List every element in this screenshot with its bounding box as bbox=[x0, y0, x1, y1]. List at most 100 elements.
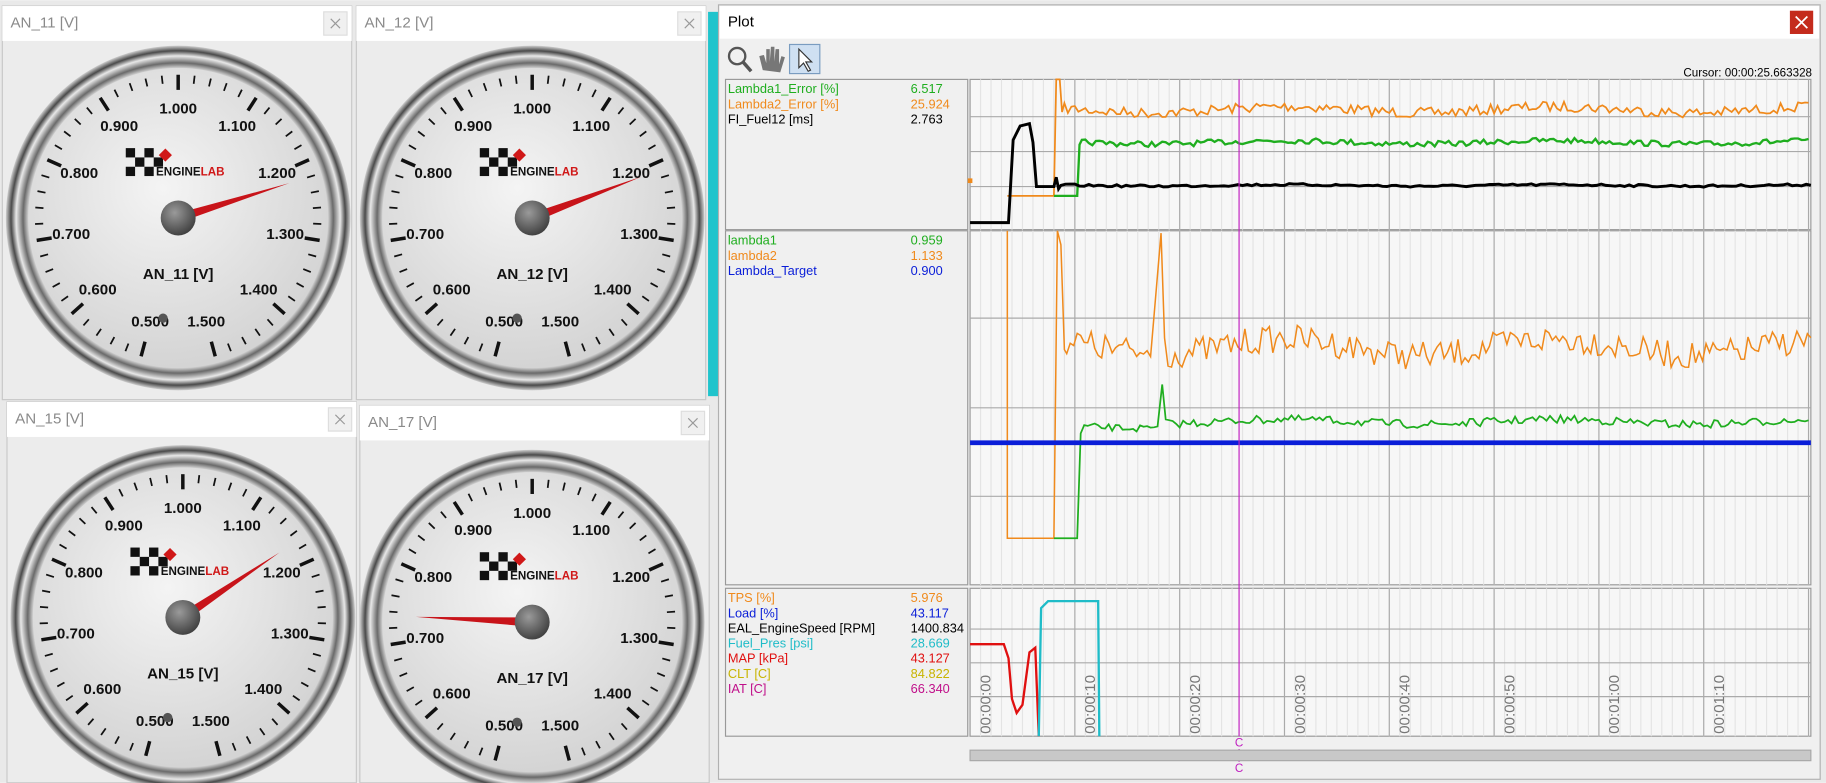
logo-square bbox=[498, 571, 507, 580]
logo-square bbox=[498, 552, 507, 561]
major-tick bbox=[41, 637, 56, 639]
logo-square bbox=[140, 557, 149, 566]
scale-label: 1.300 bbox=[271, 625, 309, 642]
scale-label: 1.500 bbox=[541, 314, 579, 331]
channel-value: 43.117 bbox=[911, 605, 949, 620]
needle-hub bbox=[515, 605, 550, 640]
time-label: 00:00:50 bbox=[1501, 675, 1518, 734]
screw bbox=[512, 313, 521, 322]
marker bbox=[968, 178, 973, 183]
logo-square bbox=[498, 148, 507, 157]
gauge-window: AN_15 [V]0.5000.6000.7000.8000.9001.0001… bbox=[7, 402, 356, 783]
channel-value: 66.340 bbox=[911, 681, 950, 696]
scale-label: 0.800 bbox=[414, 569, 452, 586]
scale-label: 0.800 bbox=[65, 564, 103, 581]
scale-label: 1.500 bbox=[192, 713, 230, 730]
channel-name[interactable]: lambda2 bbox=[728, 248, 777, 263]
channel-name[interactable]: EAL_EngineSpeed [RPM] bbox=[728, 620, 875, 635]
scale-label: 1.100 bbox=[218, 118, 256, 135]
scale-label: 1.000 bbox=[513, 505, 551, 522]
channel-name[interactable]: IAT [C] bbox=[728, 681, 767, 696]
cursor-readout: Cursor: 00:00:25.663328 bbox=[1683, 67, 1812, 80]
gauges: AN_11 [V]0.5000.6000.7000.8000.9001.0001… bbox=[2, 6, 709, 783]
channel-name[interactable]: Lambda2_Error [%] bbox=[728, 96, 839, 111]
screw bbox=[158, 313, 167, 322]
channel-name[interactable]: lambda1 bbox=[728, 233, 777, 248]
logo-square bbox=[144, 167, 153, 176]
minor-tick bbox=[516, 76, 517, 84]
time-label: 00:00:30 bbox=[1292, 675, 1309, 734]
gauge-window: AN_11 [V]0.5000.6000.7000.8000.9001.0001… bbox=[2, 6, 351, 400]
legend-area bbox=[726, 231, 968, 585]
major-tick bbox=[659, 238, 674, 240]
logo-square bbox=[130, 548, 139, 557]
major-tick bbox=[305, 238, 320, 240]
brand: ENGINELAB bbox=[156, 166, 224, 179]
cursor-marker: C bbox=[1235, 762, 1243, 775]
scale-label: 1.300 bbox=[266, 226, 304, 243]
time-label: 00:00:40 bbox=[1397, 675, 1414, 734]
logo-square bbox=[130, 566, 139, 575]
gauge-window: AN_17 [V]0.5000.6000.7000.8000.9001.0001… bbox=[360, 405, 709, 783]
brand: ENGINELAB bbox=[510, 166, 578, 179]
channel-name[interactable]: MAP [kPa] bbox=[728, 651, 788, 666]
scale-label: 1.100 bbox=[572, 522, 610, 539]
channel-name[interactable]: CLT [C] bbox=[728, 666, 771, 681]
window-title: AN_12 [V] bbox=[365, 15, 434, 32]
logo-square bbox=[480, 571, 489, 580]
minor-tick bbox=[548, 480, 549, 488]
major-tick bbox=[391, 642, 406, 644]
scale-label: 0.700 bbox=[57, 625, 95, 642]
time-label: 00:00:20 bbox=[1187, 675, 1204, 734]
screw bbox=[163, 713, 172, 722]
scale-label: 1.400 bbox=[594, 281, 632, 298]
channel-name[interactable]: Fuel_Pres [psi] bbox=[728, 636, 813, 651]
brand-a: ENGINE bbox=[510, 166, 555, 179]
brand-b: LAB bbox=[205, 565, 229, 578]
time-label: 00:01:10 bbox=[1711, 675, 1728, 734]
brand-a: ENGINE bbox=[510, 570, 555, 583]
scale-label: 1.200 bbox=[258, 165, 296, 182]
logo-square bbox=[489, 562, 498, 571]
minor-tick bbox=[194, 76, 195, 84]
scale-label: 0.900 bbox=[100, 118, 138, 135]
brand: ENGINELAB bbox=[510, 570, 578, 583]
channel-name[interactable]: FI_Fuel12 [ms] bbox=[728, 112, 813, 127]
plot-title: Plot bbox=[728, 13, 755, 30]
plot-panels: Lambda1_Error [%]6.517Lambda2_Error [%]2… bbox=[726, 79, 1811, 774]
time-label: 00:01:00 bbox=[1606, 675, 1623, 734]
scale-label: 0.800 bbox=[60, 165, 98, 182]
minor-tick bbox=[516, 480, 517, 488]
minor-tick bbox=[162, 76, 163, 84]
scale-label: 0.700 bbox=[52, 226, 90, 243]
window-title: AN_17 [V] bbox=[368, 414, 437, 431]
channel-name[interactable]: TPS [%] bbox=[728, 590, 775, 605]
plot-titlebar bbox=[720, 6, 1819, 39]
cursor-marker: C bbox=[1235, 736, 1243, 749]
minor-tick bbox=[667, 612, 675, 613]
gauge-label: AN_11 [V] bbox=[143, 266, 214, 283]
scale-label: 1.100 bbox=[223, 518, 261, 535]
major-tick bbox=[659, 642, 674, 644]
scale-label: 0.900 bbox=[454, 118, 492, 135]
scrollbar[interactable] bbox=[970, 750, 1811, 760]
logo-square bbox=[480, 148, 489, 157]
major-tick bbox=[391, 238, 406, 240]
scale-label: 0.900 bbox=[105, 518, 143, 535]
scale-label: 1.400 bbox=[594, 686, 632, 703]
scale-label: 1.300 bbox=[620, 226, 658, 243]
channel-name[interactable]: Load [%] bbox=[728, 605, 779, 620]
channel-value: 5.976 bbox=[911, 590, 943, 605]
logo-square bbox=[149, 566, 158, 575]
scale-label: 1.400 bbox=[240, 281, 278, 298]
brand-b: LAB bbox=[555, 166, 579, 179]
plot-window: Plot Cursor: 00:00:25.663328 Lambda1_Err… bbox=[719, 5, 1821, 779]
scale-label: 1.000 bbox=[164, 500, 202, 517]
logo-square bbox=[498, 167, 507, 176]
minor-tick bbox=[35, 207, 43, 208]
gauge-window: AN_12 [V]0.5000.6000.7000.8000.9001.0001… bbox=[356, 6, 705, 400]
window-title: AN_11 [V] bbox=[10, 15, 78, 32]
minor-tick bbox=[198, 475, 199, 483]
channel-name[interactable]: Lambda1_Error [%] bbox=[728, 81, 839, 96]
channel-name[interactable]: Lambda_Target bbox=[728, 263, 817, 278]
